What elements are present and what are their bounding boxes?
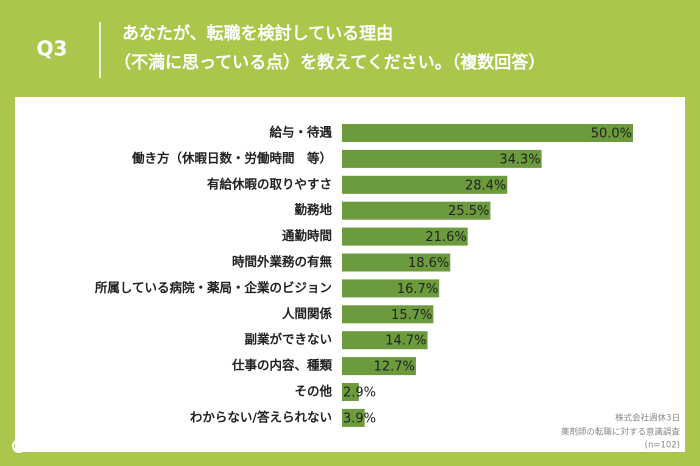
bar (342, 227, 468, 246)
bar (342, 408, 365, 427)
category-label: 有給休暇の取りやすさ (207, 176, 332, 191)
bar (342, 279, 440, 298)
source: 薬剤師の転職に対する意識調査 (561, 427, 681, 438)
category-label: 勤務地 (294, 202, 332, 217)
category-label: 時間外業務の有無 (232, 254, 333, 269)
value-label: 50.0% (591, 127, 632, 142)
category-label: 所属している病院・薬局・企業のビジョン (95, 280, 332, 295)
value-label: 2.9% (343, 386, 376, 401)
bar (342, 253, 451, 272)
value-label: 12.7% (374, 360, 415, 375)
value-label: 21.6% (425, 230, 466, 245)
bar (342, 149, 542, 168)
chart-title: あなたが、転職を検討している理由 (122, 23, 393, 44)
category-label: 通勤時間 (282, 228, 332, 243)
bar (342, 383, 359, 401)
category-label: 副業ができない (244, 332, 332, 347)
value-label: 18.6% (408, 256, 449, 271)
category-label: わからない/答えられない (190, 409, 332, 424)
logo-icon (12, 439, 26, 453)
category-label: 仕事の内容、種類 (231, 358, 333, 373)
value-label: 34.3% (499, 152, 540, 167)
logo: リサピー (29, 440, 81, 455)
bar (342, 124, 633, 142)
value-label: 28.4% (465, 178, 506, 193)
value-label: 15.7% (391, 308, 432, 323)
bar (342, 357, 416, 376)
question-number: Q3 (37, 37, 68, 61)
value-label: 25.5% (448, 204, 489, 219)
chart-title: （不満に思っている点）を教えてください。（複数回答） (114, 52, 545, 73)
category-label: 人間関係 (282, 306, 333, 321)
value-label: 14.7% (385, 334, 426, 349)
bar (342, 331, 428, 350)
source: 株式会社週休3日 (615, 413, 680, 424)
bar (342, 175, 508, 194)
category-label: その他 (294, 384, 332, 399)
source: (n=102) (645, 441, 680, 451)
category-label: 給与・待遇 (269, 125, 332, 140)
bar (342, 305, 434, 324)
bar (342, 201, 491, 220)
value-label: 3.9% (343, 411, 376, 426)
category-label: 働き方（休暇日数・労働時間 等） (131, 150, 332, 165)
value-label: 16.7% (397, 282, 438, 297)
